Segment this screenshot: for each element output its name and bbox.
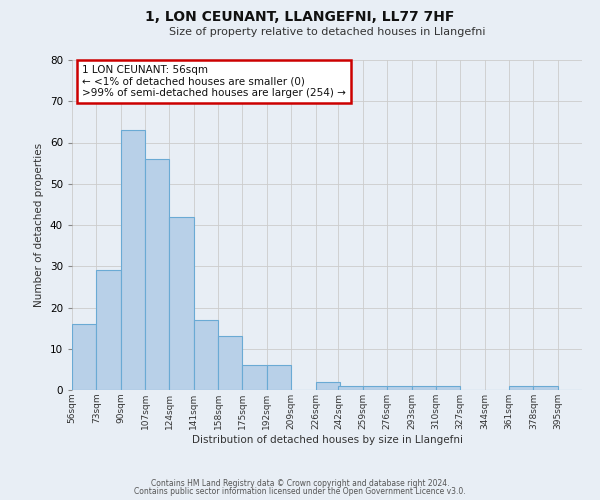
Text: 1 LON CEUNANT: 56sqm
← <1% of detached houses are smaller (0)
>99% of semi-detac: 1 LON CEUNANT: 56sqm ← <1% of detached h… [82, 65, 346, 98]
Bar [242, 365, 267, 390]
Bar [72, 324, 97, 390]
Bar [387, 386, 412, 390]
Bar [97, 270, 121, 390]
X-axis label: Distribution of detached houses by size in Llangefni: Distribution of detached houses by size … [191, 434, 463, 444]
Text: Contains HM Land Registry data © Crown copyright and database right 2024.: Contains HM Land Registry data © Crown c… [151, 478, 449, 488]
Text: Contains public sector information licensed under the Open Government Licence v3: Contains public sector information licen… [134, 487, 466, 496]
Bar [267, 365, 291, 390]
Y-axis label: Number of detached properties: Number of detached properties [34, 143, 44, 307]
Bar [121, 130, 145, 390]
Bar [316, 382, 340, 390]
Bar [194, 320, 218, 390]
Bar [436, 386, 460, 390]
Title: Size of property relative to detached houses in Llangefni: Size of property relative to detached ho… [169, 27, 485, 37]
Bar [169, 217, 194, 390]
Bar [145, 159, 169, 390]
Bar [218, 336, 242, 390]
Bar [533, 386, 557, 390]
Bar [338, 386, 363, 390]
Bar [412, 386, 436, 390]
Bar [509, 386, 533, 390]
Bar [363, 386, 387, 390]
Text: 1, LON CEUNANT, LLANGEFNI, LL77 7HF: 1, LON CEUNANT, LLANGEFNI, LL77 7HF [145, 10, 455, 24]
